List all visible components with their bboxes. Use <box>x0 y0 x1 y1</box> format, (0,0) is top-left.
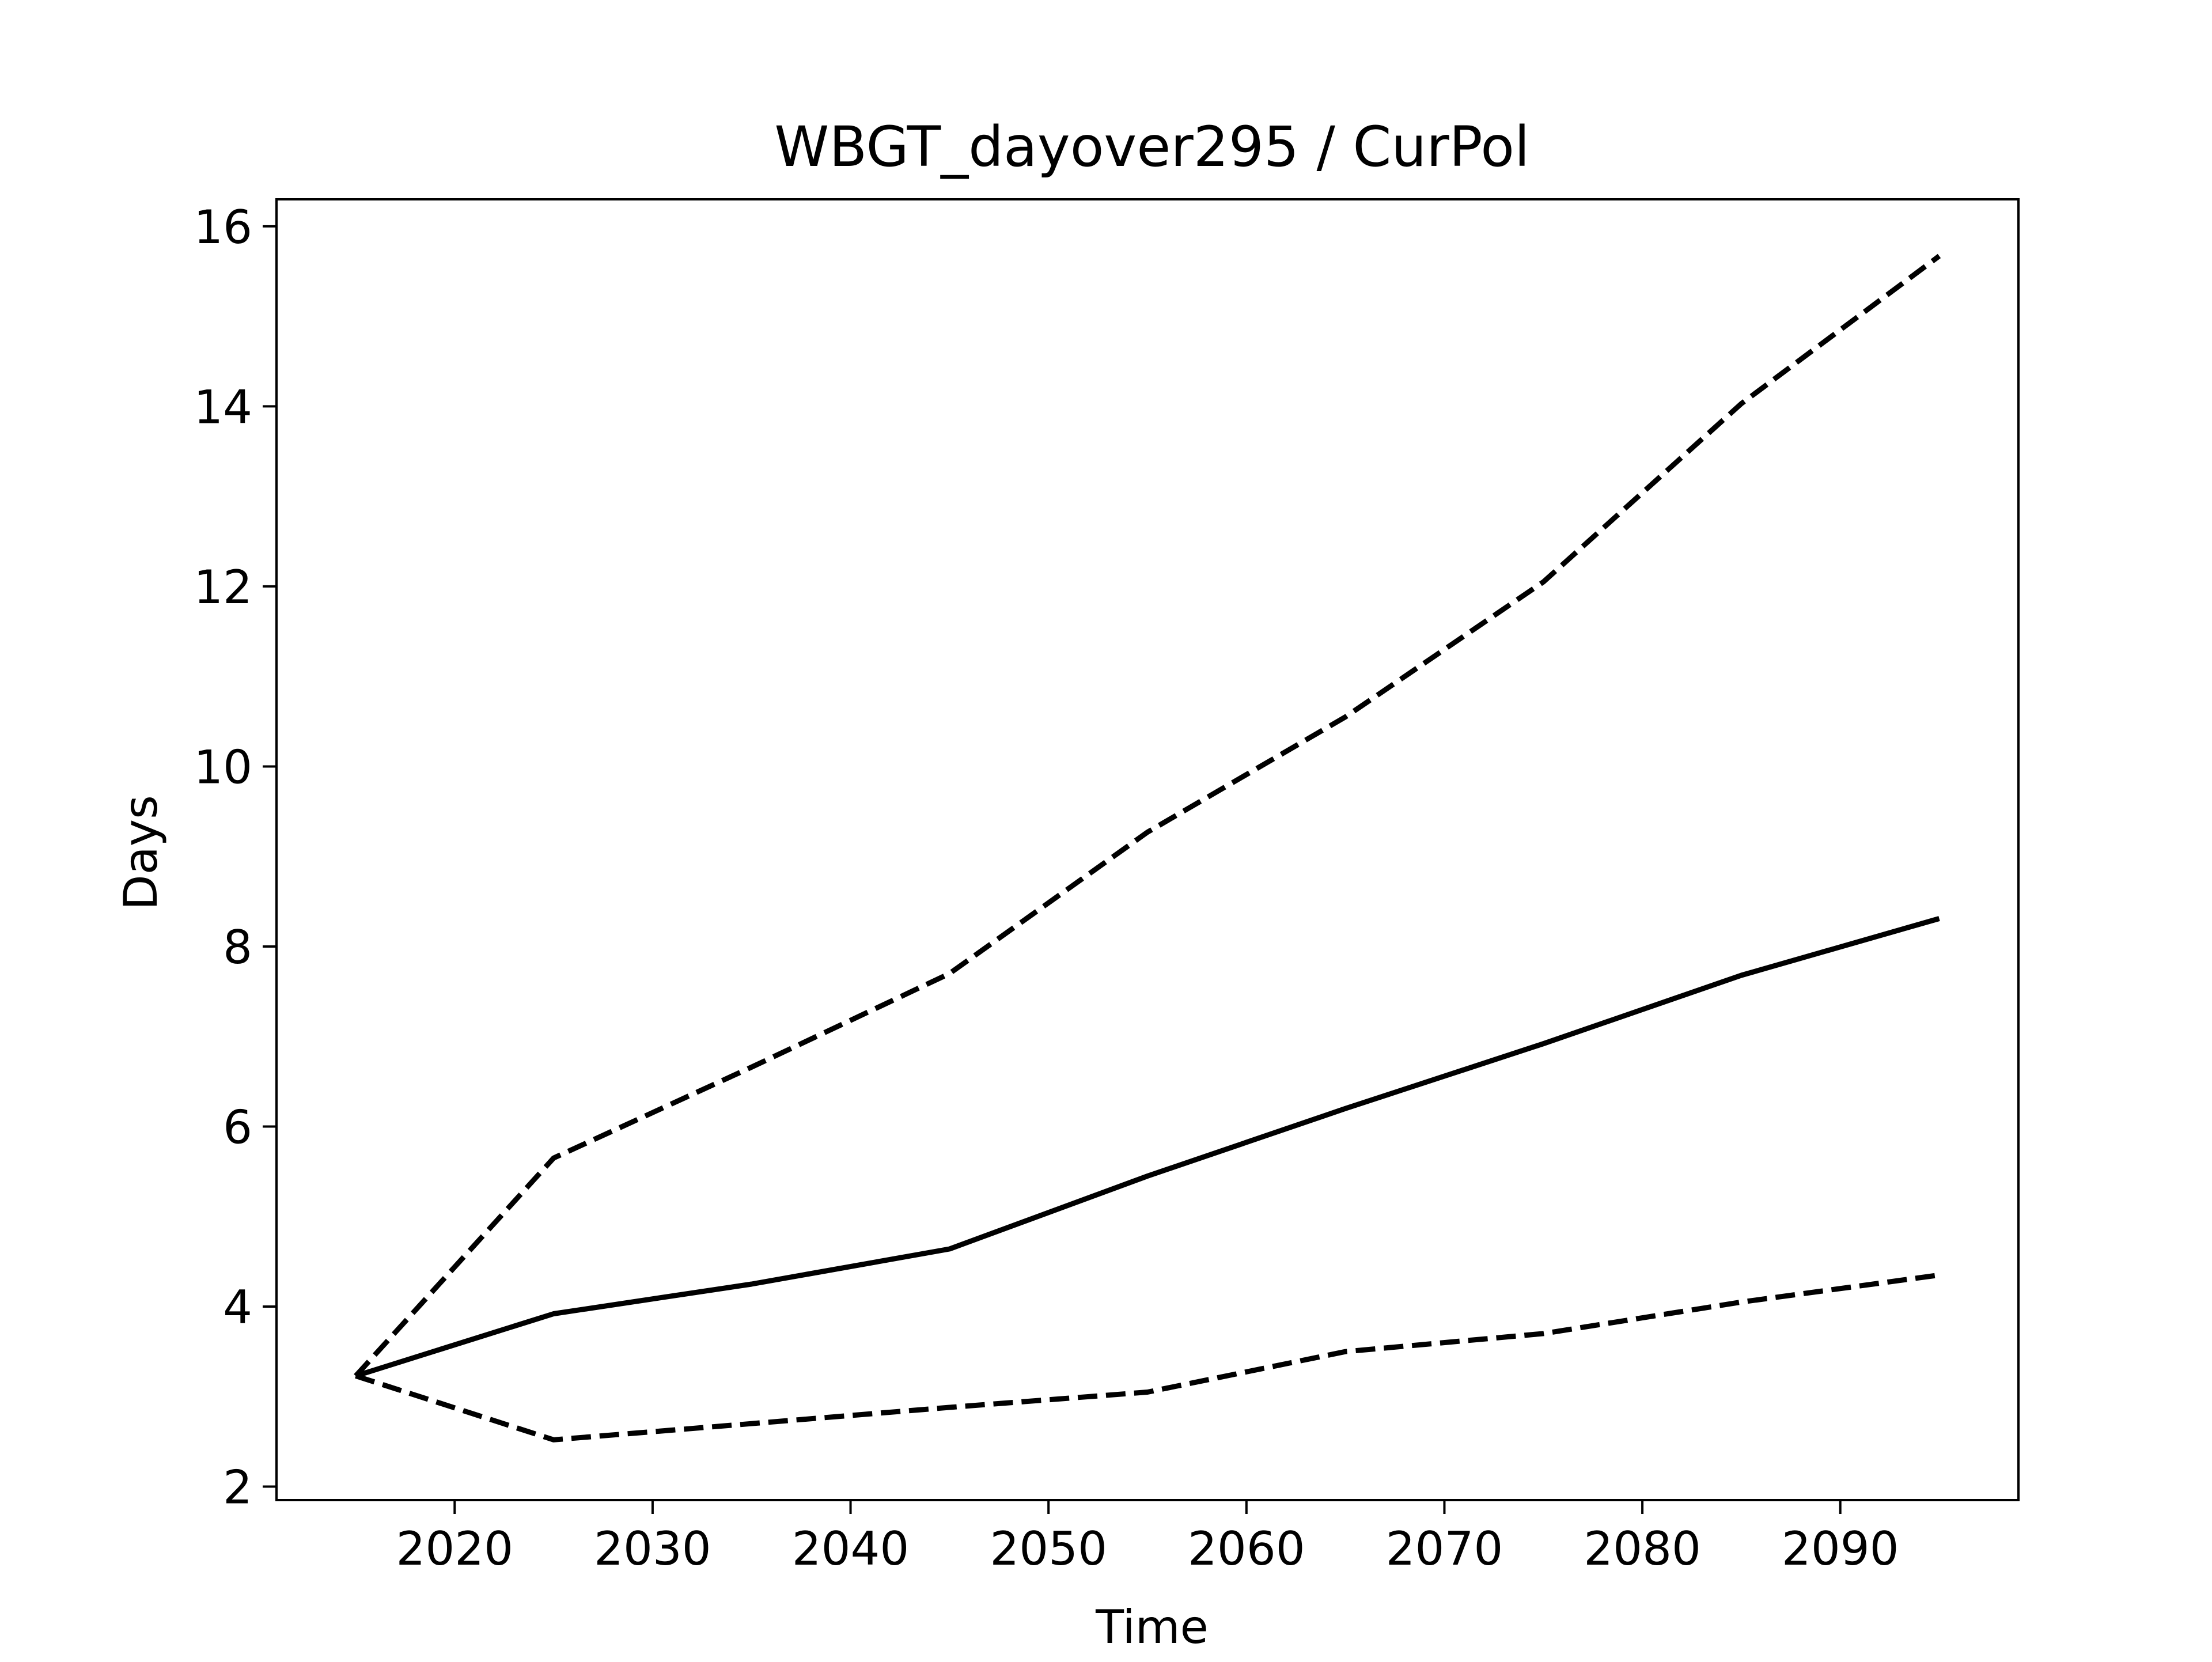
x-tick-label: 2090 <box>1782 1522 1899 1576</box>
x-tick-label: 2070 <box>1386 1522 1503 1576</box>
series-line-3 <box>355 1272 1940 1443</box>
y-tick-label: 4 <box>223 1281 252 1334</box>
series-line-1 <box>355 916 1940 1379</box>
series-lines <box>354 253 1941 1443</box>
y-tick-label: 12 <box>194 561 252 614</box>
x-tick-label: 2060 <box>1188 1522 1305 1576</box>
y-tick-label: 6 <box>223 1101 252 1154</box>
x-tick-label: 2030 <box>594 1522 711 1576</box>
y-tick-label: 14 <box>194 380 252 434</box>
chart-title: WBGT_dayover295 / CurPol <box>774 115 1529 179</box>
x-tick-label: 2040 <box>792 1522 910 1576</box>
y-tick-label: 2 <box>223 1461 252 1515</box>
y-axis-label: Days <box>114 795 168 910</box>
x-tick-label: 2020 <box>396 1522 513 1576</box>
y-tick-label: 10 <box>194 740 252 794</box>
plot-area-frame <box>275 198 2020 1501</box>
x-axis-label: Time <box>1095 1600 1209 1654</box>
y-axis-ticks: 2 4 6 8 10 12 14 16 <box>194 200 276 1515</box>
x-tick-label: 2050 <box>990 1522 1107 1576</box>
x-tick-label: 2080 <box>1584 1522 1701 1576</box>
x-axis-ticks: 2020 2030 2040 2050 2060 2070 2080 2090 <box>396 1500 1899 1576</box>
y-tick-label: 16 <box>194 200 252 254</box>
y-tick-label: 8 <box>223 921 252 974</box>
series-line-2 <box>354 253 1941 1378</box>
